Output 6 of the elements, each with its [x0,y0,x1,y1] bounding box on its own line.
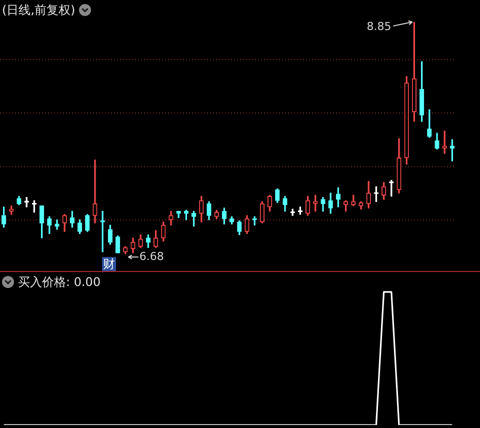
annotation: 8.85 [366,20,392,33]
chart-title: (日线,前复权) [2,3,76,17]
chart-title: 买入价格: 0.00 [18,275,101,289]
annotation: 6.68 [139,250,164,263]
candlestick [92,160,98,224]
text: 财 [102,257,116,271]
